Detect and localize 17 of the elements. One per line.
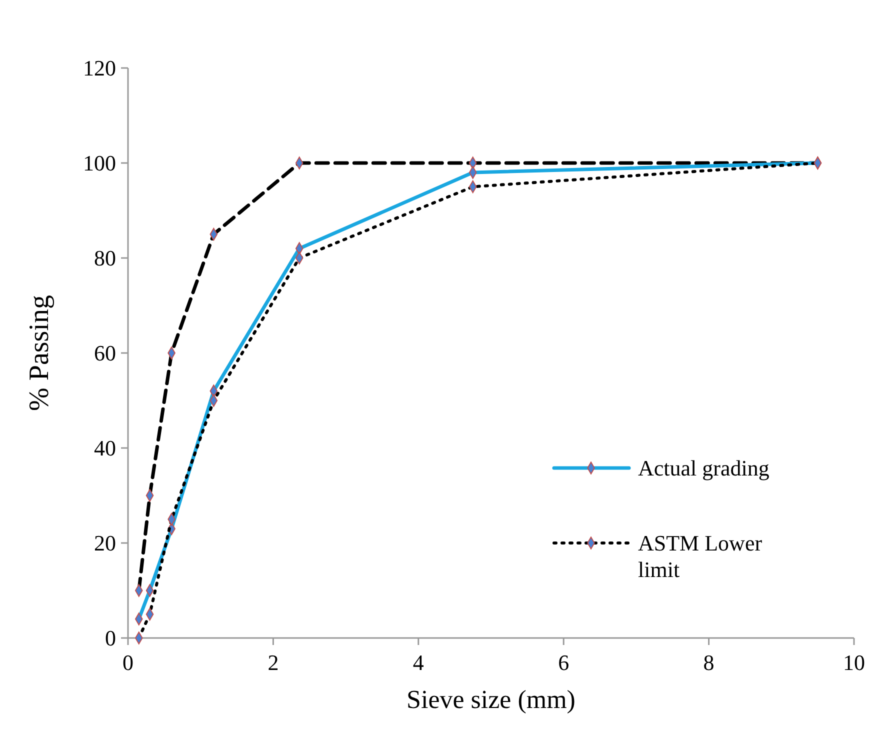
x-tick-label: 10	[843, 650, 865, 675]
y-tick-label: 40	[94, 436, 116, 461]
y-tick-label: 80	[94, 246, 116, 271]
y-tick-label: 0	[105, 626, 116, 651]
y-tick-label: 100	[83, 150, 116, 176]
x-tick-label: 4	[412, 650, 424, 675]
x-tick-label: 2	[268, 650, 279, 675]
y-tick-label: 120	[83, 56, 116, 81]
legend-label: ASTM Lower limit	[638, 530, 763, 582]
x-tick-label: 0	[122, 650, 134, 675]
y-axis-title: % Passing	[24, 295, 55, 411]
x-tick-label: 6	[558, 650, 570, 675]
x-tick-label: 8	[703, 650, 714, 675]
x-axis-title: Sieve size (mm)	[406, 685, 576, 714]
y-tick-label: 60	[94, 340, 116, 366]
y-tick-label: 20	[94, 530, 116, 556]
legend-label: Actual grading	[638, 456, 770, 481]
